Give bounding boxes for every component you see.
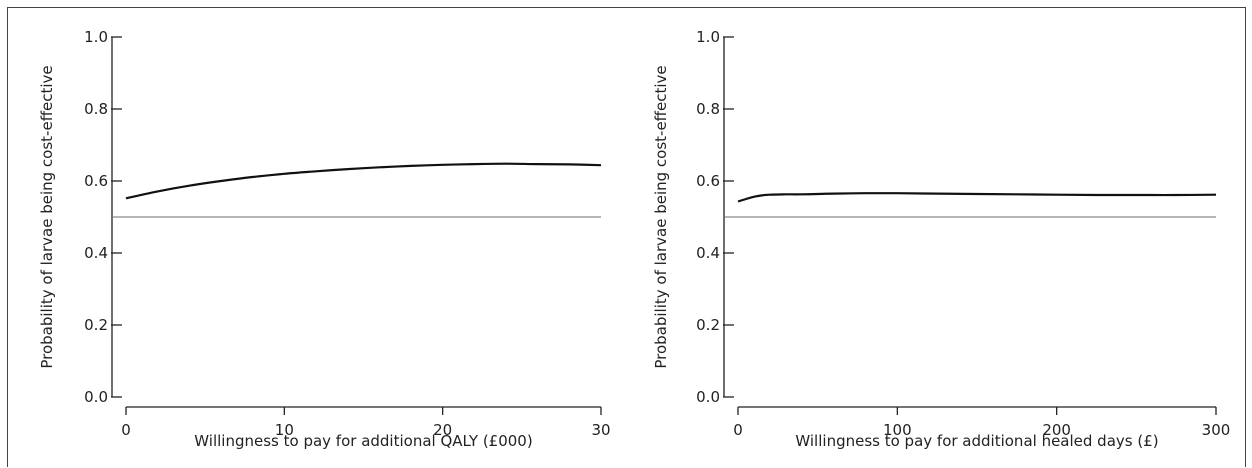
chart2-x-tick-label: 100: [883, 421, 912, 439]
chart2-y-tick-label: 0.6: [696, 172, 720, 190]
chart1-y-tick-label: 0.0: [84, 388, 108, 406]
chart2-y-tick-label: 0.8: [696, 100, 720, 118]
chart2-y-tick-label: 0.4: [696, 244, 720, 262]
chart1-y-tick-label: 0.2: [84, 316, 108, 334]
chart1-x-axis-title: Willingness to pay for additional QALY (…: [194, 432, 532, 450]
chart1-series-1-line: [125, 162, 602, 200]
chart2-x-tick-label: 200: [1042, 421, 1071, 439]
chart1-x-tick-label: 20: [433, 421, 452, 439]
chart2-x-axis-title: Willingness to pay for additional healed…: [795, 432, 1158, 450]
chart1-x-tick-label: 30: [591, 421, 610, 439]
chart2-y-tick-label: 0.0: [696, 388, 720, 406]
chart2-series-1-line: [737, 192, 1217, 203]
chart1-y-tick-label: 0.8: [84, 100, 108, 118]
chart2-x-tick-label: 300: [1202, 421, 1231, 439]
chart1-x-tick-label: 10: [275, 421, 294, 439]
chart1-x-tick-label: 0: [121, 421, 131, 439]
chart2-y-tick-label: 1.0: [696, 28, 720, 46]
chart2-y-axis-title: Probability of larvae being cost-effecti…: [652, 65, 670, 368]
chart1-y-axis-title: Probability of larvae being cost-effecti…: [38, 65, 56, 368]
figure-frame: [7, 7, 1246, 467]
chart1-y-tick-label: 0.4: [84, 244, 108, 262]
chart1-y-tick-label: 1.0: [84, 28, 108, 46]
chart2-y-tick-label: 0.2: [696, 316, 720, 334]
chart2-x-tick-label: 0: [733, 421, 743, 439]
chart1-y-tick-label: 0.6: [84, 172, 108, 190]
